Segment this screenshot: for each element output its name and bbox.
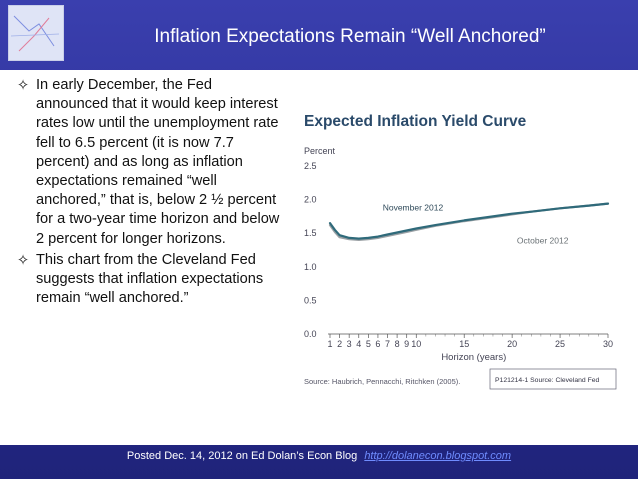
four-point-star-icon: ✧ xyxy=(16,77,30,94)
y-tick-label: 0.0 xyxy=(304,329,317,339)
bullet-text: This chart from the Cleveland Fed sugges… xyxy=(36,251,264,307)
decorative-image xyxy=(8,5,64,61)
x-tick-label: 8 xyxy=(395,339,400,349)
slide-title: Inflation Expectations Remain “Well Anch… xyxy=(154,26,546,47)
footer-text: Posted Dec. 14, 2012 on Ed Dolan’s Econ … xyxy=(126,450,358,462)
x-tick-label: 3 xyxy=(347,339,352,349)
y-tick-label: 1.5 xyxy=(304,228,317,238)
expected-inflation-chart: Expected Inflation Yield Curve Percent 2… xyxy=(290,96,624,396)
series-label: October 2012 xyxy=(517,235,569,245)
x-tick-label: 9 xyxy=(404,339,409,349)
x-tick-label: 25 xyxy=(555,339,565,349)
chart-note: P121214-1 Source: Cleveland Fed xyxy=(495,377,600,384)
chart-background xyxy=(290,96,624,396)
x-tick-label: 1 xyxy=(327,339,332,349)
x-tick-label: 30 xyxy=(603,339,613,349)
x-tick-label: 4 xyxy=(356,339,361,349)
chart-container: Expected Inflation Yield Curve Percent 2… xyxy=(290,96,624,396)
chart-source: Source: Haubrich, Pennacchi, Ritchken (2… xyxy=(304,377,460,386)
y-axis-label: Percent xyxy=(304,146,336,156)
x-tick-label: 6 xyxy=(375,339,380,349)
y-tick-label: 0.5 xyxy=(304,295,317,305)
y-tick-label: 2.0 xyxy=(304,195,317,205)
footer-link[interactable]: http://dolanecon.blogspot.com xyxy=(364,450,512,462)
bullet-list: ✧ In early December, the Fed announced t… xyxy=(14,76,284,310)
chart-title: Expected Inflation Yield Curve xyxy=(304,113,527,130)
series-label: November 2012 xyxy=(383,202,444,212)
four-point-star-icon: ✧ xyxy=(16,251,30,269)
x-tick-label: 20 xyxy=(507,339,517,349)
x-tick-label: 15 xyxy=(459,339,469,349)
x-tick-label: 10 xyxy=(411,339,421,349)
series-line xyxy=(328,202,610,240)
x-tick-label: 7 xyxy=(385,339,390,349)
y-tick-label: 1.0 xyxy=(304,262,317,272)
bullet-text: In early December, the Fed announced tha… xyxy=(36,77,280,247)
x-axis-label: Horizon (years) xyxy=(441,352,506,363)
x-tick-label: 2 xyxy=(337,339,342,349)
note-box xyxy=(489,368,617,390)
footer: Posted Dec. 14, 2012 on Ed Dolan’s Econ … xyxy=(0,450,638,462)
x-tick-label: 5 xyxy=(366,339,371,349)
map-thumbnail-icon xyxy=(10,15,60,52)
bullet-item: ✧ In early December, the Fed announced t… xyxy=(14,76,284,249)
y-tick-label: 2.5 xyxy=(304,161,317,171)
bullet-item: ✧ This chart from the Cleveland Fed sugg… xyxy=(14,251,284,309)
